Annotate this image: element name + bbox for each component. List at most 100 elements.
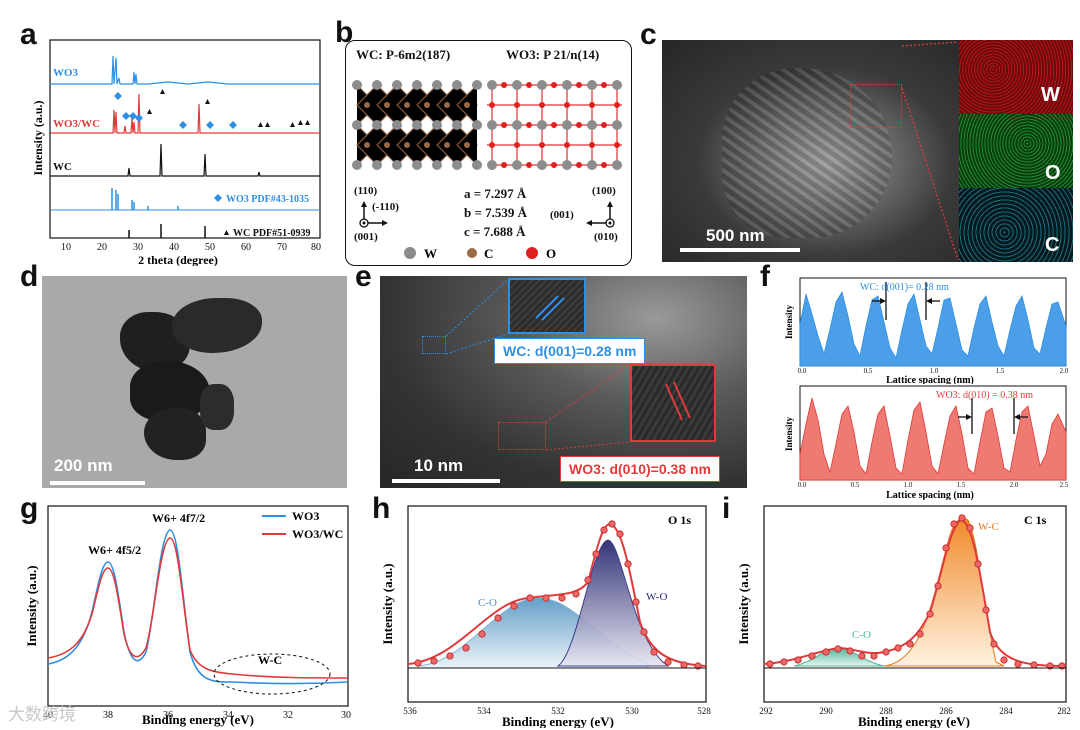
panel-label-d: d <box>20 260 39 293</box>
svg-text:40: 40 <box>169 242 179 253</box>
line-profile-wo3-xlabel: Lattice spacing (nm) <box>886 490 974 500</box>
line-profile-wc-annotation: WC: d(001)= 0.28 nm <box>860 282 949 293</box>
svg-text:530: 530 <box>625 706 639 716</box>
xrd-marker-group <box>114 89 310 129</box>
xps-w4f-x-ticks: 40 38 36 34 32 30 <box>43 710 351 721</box>
eds-map-w: W <box>959 40 1073 114</box>
svg-text:0.5: 0.5 <box>864 367 873 375</box>
wo3-axis-100: (100) <box>592 185 616 197</box>
svg-text:60: 60 <box>241 242 251 253</box>
svg-text:O: O <box>546 246 556 261</box>
xps-o1s-title: O 1s <box>668 513 691 527</box>
sem-zoom-lines <box>901 41 959 261</box>
wc-axis-minus110: (-110) <box>372 201 399 213</box>
svg-text:2.5: 2.5 <box>1060 481 1069 489</box>
xps-o1s-wo-label: W-O <box>646 591 667 603</box>
svg-text:36: 36 <box>163 710 173 721</box>
svg-text:532: 532 <box>551 706 565 716</box>
xps-o1s-xlabel: Binding energy (eV) <box>502 714 614 728</box>
svg-text:34: 34 <box>223 710 233 721</box>
panel-label-i: i <box>722 492 731 525</box>
watermark: 大数跨境 <box>8 705 76 725</box>
xps-c1s-ylabel: Intensity (a.u.) <box>736 563 751 644</box>
svg-text:534: 534 <box>477 706 491 716</box>
tem-d-scalebar <box>50 481 145 485</box>
tem-particle-5 <box>200 384 234 430</box>
line-profile-wo3-annotation: WO3: d(010) = 0.38 nm <box>936 390 1033 401</box>
wo3-axis-010: (010) <box>594 231 618 243</box>
xps-w4f-peak2-label: W6+ 4f7/2 <box>152 511 205 525</box>
line-profile-wc-ylabel: Intensity <box>784 305 794 340</box>
xrd-x-ticks: 10 20 30 40 50 60 70 80 <box>61 242 321 253</box>
wc-axis-001: (001) <box>354 231 378 243</box>
sem-image: 500 nm <box>662 40 959 262</box>
xrd-label-wc: WC <box>53 161 72 173</box>
tem-d-scale-label: 200 nm <box>54 456 113 475</box>
xps-c1s-wc-label: W-C <box>978 521 999 533</box>
xps-c1s-x-ticks: 292 290 288 286 284 282 <box>759 706 1071 716</box>
wo3-axis-001: (001) <box>550 209 574 221</box>
svg-text:528: 528 <box>697 706 711 716</box>
xrd-wc-trace <box>50 143 320 177</box>
hrtem-wc-spacing-label: WC: d(001)=0.28 nm <box>494 338 646 364</box>
sem-scalebar <box>680 248 800 252</box>
tem-particle-2 <box>172 298 262 353</box>
xps-c1s-chart: C 1s W-C C-O 292 290 288 286 284 282 Bin… <box>736 505 1071 728</box>
xps-o1s-data-points <box>414 520 702 670</box>
wc-axis-110: (110) <box>354 185 378 197</box>
line-profile-wo3-area <box>799 397 1067 481</box>
hrtem-wo3-spacing-label: WO3: d(010)=0.38 nm <box>560 456 720 482</box>
line-profile-wo3-ticks: 0.0 0.5 1.0 1.5 2.0 2.5 <box>798 481 1069 489</box>
xps-w4f-wo3wc-curve <box>47 537 349 679</box>
hrtem-wo3-fringe-lines <box>665 381 691 421</box>
panel-label-c: c <box>640 18 657 51</box>
xrd-wo3-trace <box>50 55 320 85</box>
svg-text:38: 38 <box>103 710 113 721</box>
xps-w4f-wc-annotation: W-C <box>258 653 282 667</box>
xrd-wo3-pdf-bars <box>111 188 179 210</box>
hrtem-image: WC: d(001)=0.28 nm WO3: d(010)=0.38 nm 1… <box>380 276 747 488</box>
wc-space-group: WC: P-6m2(187) <box>356 47 451 62</box>
xrd-legend-wo3-pdf: WO3 PDF#43-1035 <box>226 194 309 205</box>
atom-legend: W C O <box>404 246 556 261</box>
wo3-axis-arrows <box>586 201 615 228</box>
xps-w4f-legend-wo3wc: WO3/WC <box>292 527 343 541</box>
svg-text:0.5: 0.5 <box>851 481 860 489</box>
tem-image-d: 200 nm <box>42 276 347 488</box>
wc-c-atoms <box>364 102 470 148</box>
svg-text:290: 290 <box>819 706 833 716</box>
xps-c1s-data-points <box>766 514 1066 670</box>
eds-map-o: O <box>959 114 1073 188</box>
xrd-label-wo3: WO3 <box>53 67 79 79</box>
line-profile-wc-xlabel: Lattice spacing (nm) <box>886 375 974 384</box>
xrd-legend-wc-pdf: WC PDF#51-0939 <box>233 228 311 239</box>
svg-text:0.0: 0.0 <box>798 481 807 489</box>
svg-text:1.5: 1.5 <box>957 481 966 489</box>
xrd-wo3wc-trace <box>50 93 320 134</box>
xps-o1s-fit-envelope <box>407 522 707 667</box>
line-profile-wc-ticks: 0.0 0.5 1.0 1.5 2.0 <box>798 367 1069 375</box>
panel-label-b: b <box>335 16 354 49</box>
xps-c1s-co-label: C-O <box>852 629 871 641</box>
panel-label-e: e <box>355 260 372 293</box>
svg-text:30: 30 <box>341 710 351 721</box>
svg-text:1.0: 1.0 <box>904 481 913 489</box>
svg-text:2.0: 2.0 <box>1010 481 1019 489</box>
wo3-w-atoms <box>487 80 622 170</box>
svg-text:292: 292 <box>759 706 773 716</box>
line-profile-wc: WC: d(001)= 0.28 nm 0.0 0.5 1.0 1.5 2.0 … <box>784 277 1069 384</box>
xps-o1s-wo-component <box>556 539 670 667</box>
crystal-structure-box: WC: P-6m2(187) WO3: P 21/n(14) <box>345 40 632 266</box>
xrd-y-axis-label: Intensity (a.u.) <box>31 100 45 175</box>
panel-a-xrd-chart: WO3 WO3/WC WC WO3 PDF#43-1035 <box>31 39 321 266</box>
crystal-lattice-drawing <box>352 80 622 170</box>
xps-c1s-title: C 1s <box>1024 513 1047 527</box>
svg-text:50: 50 <box>205 242 215 253</box>
xps-c1s-xlabel: Binding energy (eV) <box>858 714 970 728</box>
wc-w-atoms <box>352 80 482 170</box>
eds-map-c: C <box>959 188 1073 262</box>
svg-text:20: 20 <box>97 242 107 253</box>
eds-label-w: W <box>1041 84 1060 106</box>
svg-text:32: 32 <box>283 710 293 721</box>
xrd-wc-pdf-bars <box>128 224 206 238</box>
